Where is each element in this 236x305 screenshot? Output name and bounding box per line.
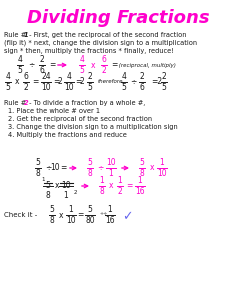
Text: 8: 8 [50,216,54,225]
Text: 5: 5 [88,205,93,214]
Text: 4: 4 [122,72,126,81]
Text: x: x [150,163,154,173]
Text: 16: 16 [105,216,115,225]
Text: x: x [15,77,19,87]
Text: 2: 2 [162,72,166,81]
Text: 6: 6 [40,66,44,75]
Text: 5: 5 [36,158,40,167]
Text: 10: 10 [66,216,76,225]
Text: 5: 5 [88,158,93,167]
Text: =: = [111,60,117,70]
Text: sign * then, multiply the fractions * finally, reduce!: sign * then, multiply the fractions * fi… [4,48,174,54]
Text: 1: 1 [41,177,45,182]
Text: 1: 1 [69,205,73,214]
Text: 2: 2 [88,72,92,81]
Text: 10: 10 [64,83,74,92]
Text: =: = [32,77,38,87]
Text: =2: =2 [151,77,162,87]
Text: 1: 1 [109,169,113,178]
Text: 2: 2 [74,190,77,195]
Text: Rule #: Rule # [4,32,26,38]
Text: - To divide a fraction by a whole #,: - To divide a fraction by a whole #, [27,100,145,106]
Text: ÷: ÷ [28,60,34,70]
Text: 2. Get the reciprocal of the second fraction: 2. Get the reciprocal of the second frac… [8,116,152,122]
Text: Check it -: Check it - [4,212,37,218]
Text: 4: 4 [6,72,10,81]
Text: Rule #: Rule # [4,100,26,106]
Text: 8: 8 [140,169,144,178]
Text: 16: 16 [135,187,145,196]
Text: ✓: ✓ [122,210,132,224]
Text: 2: 2 [58,77,62,87]
Text: 2: 2 [40,55,44,64]
Text: 8: 8 [100,187,104,196]
Text: 6: 6 [101,55,106,64]
Text: 80: 80 [85,216,95,225]
Text: (flip it) * next, change the division sign to a multiplication: (flip it) * next, change the division si… [4,40,197,46]
Text: 5: 5 [46,181,51,191]
Text: ÷: ÷ [45,163,51,173]
Text: =: = [77,210,83,220]
Text: 10: 10 [41,83,51,92]
Text: x: x [59,210,63,220]
Text: 5: 5 [162,83,166,92]
Text: 1. Place the whole # over 1: 1. Place the whole # over 1 [8,108,100,114]
Text: 10: 10 [157,169,167,178]
Text: 1: 1 [100,176,104,185]
Text: 8: 8 [36,169,40,178]
Text: =: = [75,77,81,87]
Text: =: = [60,163,66,173]
Text: 1: 1 [108,205,112,214]
Text: 8: 8 [88,169,92,178]
Text: 6: 6 [24,72,28,81]
Text: (reciprocal, multiply): (reciprocal, multiply) [117,63,176,67]
Text: 4: 4 [67,72,72,81]
Text: =: = [53,77,59,87]
Text: 5: 5 [50,205,55,214]
Text: 1: 1 [138,176,142,185]
Text: 24: 24 [41,72,51,81]
Text: =: = [49,60,55,70]
Text: x: x [91,60,95,70]
Text: 1: 1 [64,191,68,200]
Text: 3. Change the division sign to a multiplication sign: 3. Change the division sign to a multipl… [8,124,178,130]
Text: 2: 2 [24,100,29,106]
Text: 5: 5 [139,158,144,167]
Text: therefore,: therefore, [98,80,125,84]
Text: 8: 8 [46,191,50,200]
Text: 2: 2 [102,66,106,75]
Text: =: = [126,181,132,191]
Text: 5: 5 [122,83,126,92]
Text: 1: 1 [118,176,122,185]
Text: x: x [55,181,59,191]
Text: 2: 2 [24,83,28,92]
Text: 10: 10 [50,163,60,173]
Text: 5: 5 [80,66,84,75]
Text: ÷÷: ÷÷ [99,210,107,216]
Text: 5: 5 [17,66,22,75]
Text: 2: 2 [118,187,122,196]
Text: 2: 2 [80,77,84,87]
Text: 6: 6 [139,83,144,92]
Text: 5: 5 [6,83,10,92]
Text: 10: 10 [106,158,116,167]
Text: 4: 4 [80,55,84,64]
Text: 2: 2 [140,72,144,81]
Text: ÷: ÷ [97,163,103,173]
Text: x: x [109,181,113,191]
Text: ÷: ÷ [130,77,136,87]
Text: 1: 1 [160,158,164,167]
Text: Dividing Fractions: Dividing Fractions [27,9,209,27]
Text: 1: 1 [24,32,29,38]
Text: - First, get the reciprocal of the second fraction: - First, get the reciprocal of the secon… [27,32,186,38]
Text: 4. Multiply the fractions and reduce: 4. Multiply the fractions and reduce [8,132,127,138]
Text: 4: 4 [17,55,22,64]
Text: 10: 10 [61,181,71,191]
Text: 5: 5 [88,83,93,92]
